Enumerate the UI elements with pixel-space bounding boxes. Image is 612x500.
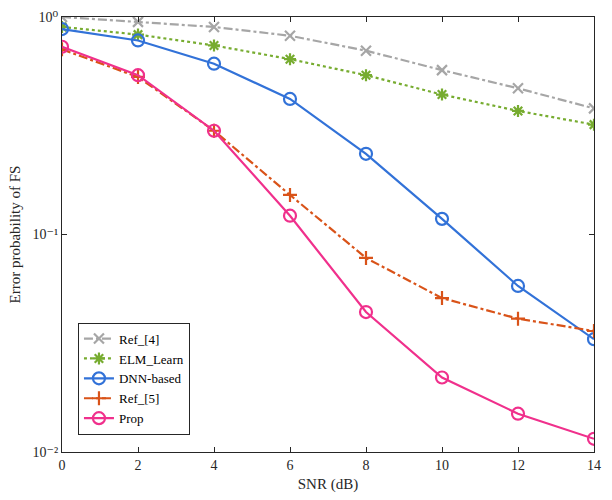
svg-text:10⁻²: 10⁻²: [33, 445, 59, 460]
svg-text:4: 4: [211, 458, 218, 473]
svg-text:12: 12: [511, 458, 525, 473]
svg-text:2: 2: [135, 458, 142, 473]
svg-text:Error probability of FS: Error probability of FS: [7, 166, 23, 304]
svg-text:Prop: Prop: [119, 411, 144, 426]
svg-text:Ref_[5]: Ref_[5]: [119, 391, 159, 406]
svg-text:10⁻¹: 10⁻¹: [33, 227, 59, 242]
svg-text:Ref_[4]: Ref_[4]: [119, 332, 159, 347]
svg-text:SNR (dB): SNR (dB): [298, 476, 358, 493]
svg-text:ELM_Learn: ELM_Learn: [119, 352, 184, 367]
svg-text:DNN-based: DNN-based: [119, 371, 182, 386]
svg-text:8: 8: [363, 458, 370, 473]
svg-text:10: 10: [435, 458, 449, 473]
svg-text:14: 14: [587, 458, 601, 473]
svg-text:6: 6: [287, 458, 294, 473]
svg-text:10⁰: 10⁰: [39, 10, 59, 25]
svg-text:0: 0: [59, 458, 66, 473]
